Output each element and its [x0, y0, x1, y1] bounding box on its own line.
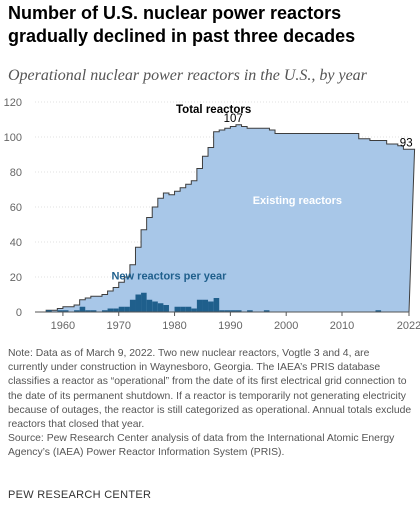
- nuclear-reactors-chart: 0 20 40 60 80 100 120 1960 1970 1980 1990 2000 2010 2…: [4, 97, 420, 332]
- total-reactors-label: Total reactors: [176, 104, 251, 116]
- new-reactors-bar: [219, 310, 225, 312]
- new-reactors-bar: [157, 303, 164, 312]
- chart-notes: Note: Data as of March 9, 2022. Two new …: [8, 347, 412, 461]
- y-tick-label: 80: [10, 167, 22, 179]
- x-tick-label: 1960: [51, 320, 75, 332]
- total-reactors-area: [45, 124, 416, 313]
- new-reactors-bar: [46, 310, 52, 312]
- y-tick-label: 20: [10, 272, 22, 284]
- new-reactors-bar: [101, 310, 108, 312]
- x-tick-label: 2010: [330, 320, 354, 332]
- y-tick-label: 40: [10, 237, 22, 249]
- existing-reactors-label: Existing reactors: [253, 195, 342, 207]
- note-text: Note: Data as of March 9, 2022. Two new …: [8, 348, 412, 431]
- new-reactors-label: New reactors per year: [111, 270, 227, 282]
- new-reactors-bar: [146, 299, 153, 312]
- x-tick-label: 1970: [106, 320, 130, 332]
- new-reactors-bar: [196, 299, 203, 312]
- new-reactors-bar: [74, 310, 80, 312]
- publisher-logo: PEW RESEARCH CENTER: [8, 489, 152, 501]
- new-reactors-bar: [85, 310, 91, 312]
- y-tick-label: 120: [4, 97, 22, 109]
- new-reactors-bar: [191, 308, 197, 312]
- new-reactors-bar: [230, 310, 236, 312]
- y-tick-label: 60: [10, 202, 22, 214]
- new-reactors-bar: [124, 306, 130, 312]
- x-tick-label: 2000: [274, 320, 298, 332]
- x-tick-label: 2022: [397, 320, 420, 332]
- new-reactors-bar: [79, 306, 86, 312]
- new-reactors-bar: [62, 310, 69, 312]
- new-reactors-bar: [163, 305, 169, 312]
- new-reactors-bar: [263, 310, 270, 312]
- bar-layer: [46, 292, 382, 312]
- y-tick-label: 100: [4, 132, 22, 144]
- new-reactors-bar: [90, 310, 97, 312]
- new-reactors-bar: [129, 299, 136, 312]
- new-reactors-bar: [141, 292, 147, 312]
- axis-layer: 0 20 40 60 80 100 120 1960 1970 1980 1990 2000 2010 2…: [4, 97, 420, 332]
- x-tick-label: 1980: [162, 320, 186, 332]
- x-tick-label: 1990: [218, 320, 242, 332]
- new-reactors-bar: [180, 306, 186, 312]
- new-reactors-bar: [208, 301, 214, 312]
- new-reactors-bar: [185, 306, 192, 312]
- end-value-label: 93: [400, 137, 413, 149]
- chart-title: Number of U.S. nuclear power reactors gr…: [8, 3, 356, 46]
- new-reactors-bar: [135, 294, 142, 312]
- peak-value-label: 107: [224, 113, 243, 125]
- new-reactors-bar: [224, 310, 231, 312]
- new-reactors-bar: [152, 301, 158, 312]
- new-reactors-bar: [113, 308, 119, 312]
- new-reactors-bar: [107, 308, 114, 312]
- new-reactors-bar: [202, 299, 209, 312]
- new-reactors-bar: [57, 310, 63, 312]
- area-layer: [45, 124, 416, 313]
- chart-subtitle: Operational nuclear power reactors in th…: [8, 67, 367, 84]
- new-reactors-bar: [375, 310, 382, 312]
- y-tick-label: 0: [16, 307, 22, 319]
- new-reactors-bar: [213, 298, 220, 312]
- new-reactors-bar: [174, 306, 181, 312]
- source-text: Source: Pew Research Center analysis of …: [8, 433, 395, 459]
- new-reactors-bar: [247, 310, 253, 312]
- new-reactors-bar: [235, 310, 242, 312]
- new-reactors-bar: [118, 306, 125, 312]
